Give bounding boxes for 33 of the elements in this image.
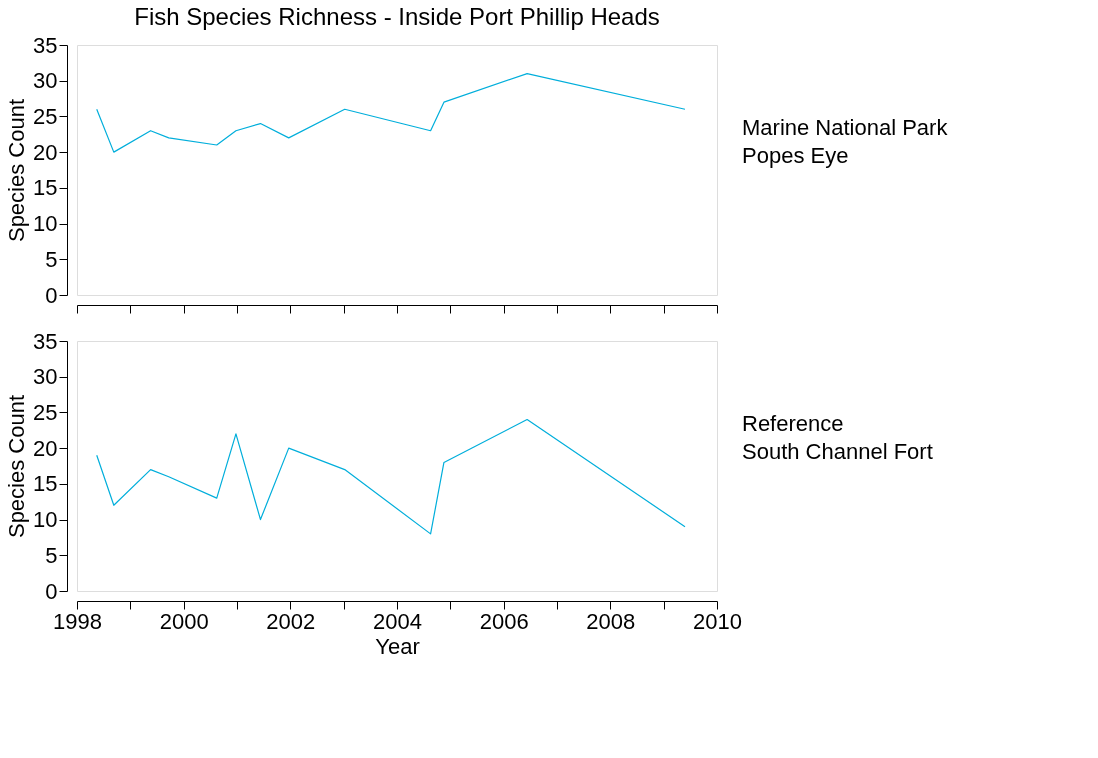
x-tick-label: 2008 (586, 608, 636, 634)
text: Reference (742, 410, 844, 436)
line-series (96, 418, 686, 535)
line-series (96, 72, 686, 153)
x-tick-label: 2004 (373, 608, 422, 634)
x-tick-label: 2006 (479, 608, 529, 634)
x-tick-label: 2010 (693, 608, 742, 634)
y-tick-label: 15 (33, 471, 58, 497)
y-axis-title: Species Count (4, 394, 30, 539)
x-axis-title: Year (375, 633, 420, 659)
y-tick-label: 25 (33, 103, 58, 129)
y-tick-label: 0 (45, 282, 58, 308)
y-tick-label: 0 (45, 578, 58, 604)
y-axis-title: Species Count (4, 98, 30, 243)
y-tick-label: 10 (33, 211, 58, 237)
y-tick-label: 5 (45, 246, 58, 272)
text: Popes Eye (742, 142, 849, 168)
x-tick-label: 1998 (53, 608, 102, 634)
x-tick-label: 2002 (266, 608, 316, 634)
y-tick-label: 15 (33, 175, 58, 201)
y-tick-label: 5 (45, 542, 58, 568)
text: Marine National Park (742, 114, 949, 140)
x-tick-label: 2000 (159, 608, 209, 634)
y-tick-label: 35 (33, 328, 58, 354)
y-tick-label: 30 (33, 364, 58, 390)
text: South Channel Fort (742, 438, 933, 464)
y-tick-label: 25 (33, 399, 58, 425)
y-tick-label: 20 (33, 139, 58, 165)
y-tick-label: 30 (33, 68, 58, 94)
y-tick-label: 35 (33, 32, 58, 58)
y-tick-label: 10 (33, 507, 58, 533)
y-tick-label: 20 (33, 435, 58, 461)
chart-title: Fish Species Richness - Inside Port Phillip Heads (134, 3, 660, 30)
